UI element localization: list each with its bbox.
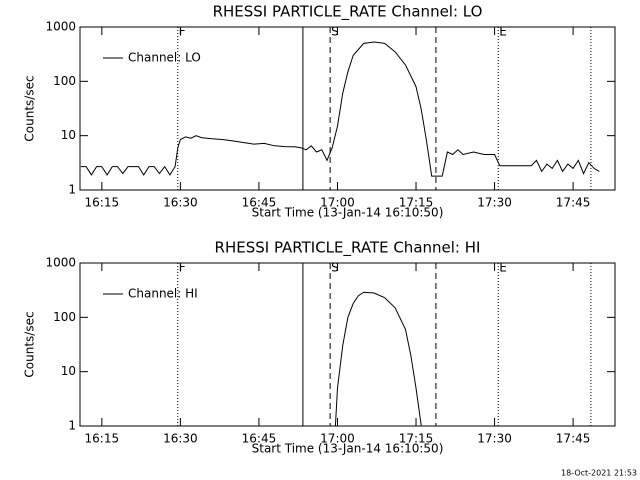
x-tick-label: 17:45 <box>556 432 591 446</box>
x-tick-label: 16:45 <box>242 432 277 446</box>
x-tick-label: 17:15 <box>399 196 434 210</box>
y-tick-label: 100 <box>53 74 76 88</box>
x-tick-label: 17:30 <box>477 196 512 210</box>
marker-label: S <box>331 261 339 275</box>
marker-label: F <box>179 261 186 275</box>
y-tick-label: 1000 <box>45 20 76 34</box>
plot-frame <box>79 26 616 191</box>
marker-label: F <box>179 25 186 39</box>
legend-label: Channel: LO <box>128 51 201 65</box>
legend-label: Channel: HI <box>128 287 198 301</box>
x-tick-label: 16:30 <box>163 196 198 210</box>
y-tick-label: 10 <box>61 364 76 378</box>
x-tick-label: 17:00 <box>320 196 355 210</box>
y-tick-label: 1 <box>68 419 76 433</box>
x-tick-label: 16:15 <box>85 196 120 210</box>
x-tick-label: 16:45 <box>242 196 277 210</box>
marker-label: E <box>499 25 507 39</box>
x-tick-label: 16:15 <box>85 432 120 446</box>
y-axis-label: Counts/sec <box>23 311 37 377</box>
y-tick-label: 1000 <box>45 256 76 270</box>
x-tick-label: 17:45 <box>556 196 591 210</box>
x-tick-label: 16:30 <box>163 432 198 446</box>
x-tick-label: 17:30 <box>477 432 512 446</box>
x-axis-label: Start Time (13-Jan-14 16:10:50) <box>252 206 444 220</box>
x-axis-label: Start Time (13-Jan-14 16:10:50) <box>252 442 444 456</box>
data-line <box>334 291 422 427</box>
plot-frame <box>79 262 616 427</box>
marker-label: E <box>499 261 507 275</box>
x-tick-label: 17:00 <box>320 432 355 446</box>
chart-title: RHESSI PARTICLE_RATE Channel: LO <box>213 3 483 22</box>
marker-label: S <box>331 25 339 39</box>
x-tick-label: 17:15 <box>399 432 434 446</box>
y-tick-label: 10 <box>61 128 76 142</box>
chart-title: RHESSI PARTICLE_RATE Channel: HI <box>215 239 481 258</box>
footer: 18-Oct-2021 21:53 <box>561 469 637 478</box>
data-line <box>80 41 600 177</box>
y-axis-label: Counts/sec <box>23 75 37 141</box>
y-tick-label: 1 <box>68 183 76 197</box>
y-tick-label: 100 <box>53 310 76 324</box>
